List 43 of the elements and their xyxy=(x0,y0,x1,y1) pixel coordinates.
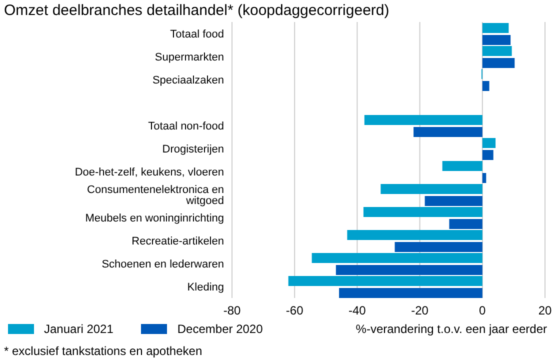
bar xyxy=(482,150,494,160)
bar xyxy=(424,196,482,206)
bar xyxy=(312,253,482,263)
bar xyxy=(482,58,515,68)
x-tick-label: 20 xyxy=(538,304,552,318)
y-tick-label: Meubels en woninginrichting xyxy=(85,212,224,224)
y-tick-label: Consumentenelektronica en witgoed xyxy=(87,184,224,207)
x-tick-label: -40 xyxy=(348,304,366,318)
bar xyxy=(482,173,486,183)
bar xyxy=(363,207,482,217)
bar xyxy=(336,265,482,275)
bar xyxy=(339,288,482,298)
y-tick-label: Recreatie-artikelen xyxy=(132,235,224,248)
bar xyxy=(288,276,482,286)
bar xyxy=(482,23,509,33)
bar xyxy=(364,115,482,125)
bar xyxy=(394,242,482,252)
y-tick-label: Schoenen en lederwaren xyxy=(102,258,224,270)
text: * exclusief tankstations en apotheken xyxy=(4,344,202,358)
legend-label: December 2020 xyxy=(177,322,263,336)
y-tick-label: Supermarkten xyxy=(154,51,224,64)
y-tick-label: Drogisterijen xyxy=(162,143,224,156)
bar xyxy=(380,184,482,194)
x-tick-label: -20 xyxy=(411,304,429,318)
bar xyxy=(482,138,496,148)
bar xyxy=(449,219,482,229)
x-tick-label: -60 xyxy=(286,304,304,318)
y-tick-label: Doe-het-zelf, keukens, vloeren xyxy=(74,166,224,178)
chart-title: Omzet deelbranches detailhandel* (koopdaggecorrigeerd) xyxy=(4,2,390,19)
x-tick-label: 0 xyxy=(479,304,486,318)
y-tick-label: Totaal food xyxy=(170,28,224,40)
y-tick-label: Totaal non-food xyxy=(148,120,224,132)
y-tick-label: Speciaalzaken xyxy=(152,74,224,86)
x-tick-label: -80 xyxy=(223,304,241,318)
bar xyxy=(482,46,512,56)
legend-label: Januari 2021 xyxy=(44,322,114,336)
bar xyxy=(442,161,482,171)
y-tick-label: Kleding xyxy=(187,281,224,294)
bar xyxy=(414,127,482,137)
bar xyxy=(482,35,511,45)
x-axis-title: %-verandering t.o.v. een jaar eerder xyxy=(356,322,547,336)
bar xyxy=(482,81,490,91)
bar xyxy=(347,230,482,240)
